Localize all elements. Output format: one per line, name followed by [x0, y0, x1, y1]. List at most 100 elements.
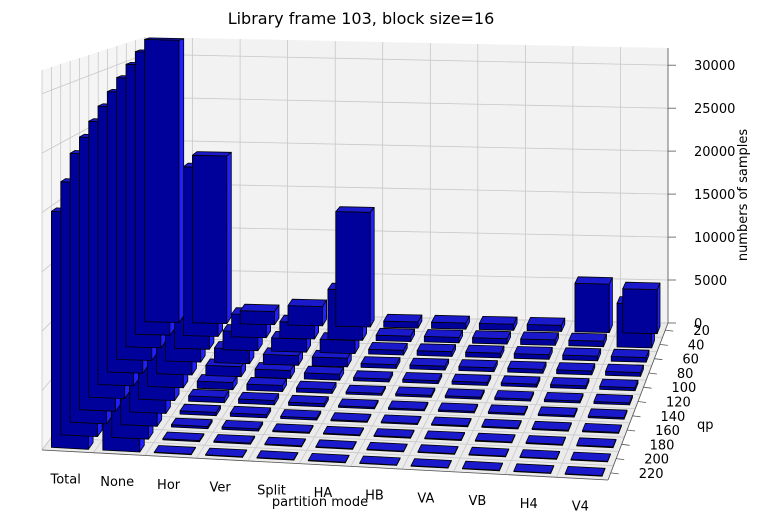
bar [409, 357, 450, 371]
bar [246, 376, 288, 393]
bar-top-face [570, 451, 611, 462]
z-tick-label: 20000 [694, 145, 735, 160]
bar [444, 388, 485, 400]
bar [468, 446, 510, 458]
bar [513, 463, 555, 474]
bar-top-face [487, 404, 528, 414]
bar-top-face [353, 370, 394, 380]
bar-top-face [587, 408, 628, 419]
bar-top-face [481, 418, 522, 429]
bar [474, 432, 516, 444]
bar-top-face [576, 437, 617, 448]
bar-side-face [608, 277, 613, 334]
bar [431, 314, 470, 330]
bar-top-face [368, 341, 408, 351]
bar-top-face [461, 460, 504, 471]
bar [373, 428, 415, 439]
bar-top-face [599, 378, 639, 389]
x-tick-label: VB [468, 494, 486, 509]
z-gridline-side [41, 53, 146, 95]
y-tick-mark [648, 372, 657, 375]
bar-front-face [271, 337, 307, 353]
bar-top-face [295, 380, 337, 390]
y-tick-mark [627, 429, 636, 432]
bar-side-face [226, 151, 232, 325]
bar-front-face [311, 356, 348, 368]
bar [287, 298, 328, 327]
bar [570, 451, 611, 463]
bar [238, 391, 280, 406]
bar [179, 403, 221, 417]
bar [337, 398, 379, 410]
bar [353, 370, 394, 383]
bar-top-face [416, 343, 457, 353]
bar-front-face [262, 353, 299, 366]
z-axis-label: numbers of samples [736, 129, 751, 262]
bar [574, 276, 613, 334]
z-gridline-back [144, 182, 669, 195]
bar-top-face [556, 362, 596, 372]
bar-top-face [513, 463, 555, 474]
z-tick-label: 25000 [694, 102, 735, 117]
y-gridline-floor [51, 437, 614, 467]
bar [383, 313, 423, 329]
bar-top-face [288, 394, 329, 405]
bar-front-face [205, 364, 242, 378]
bar-top-face [519, 449, 561, 460]
y-tick-mark [643, 386, 652, 389]
bar [170, 417, 213, 430]
x-gridline-floor [350, 317, 431, 467]
bar-top-face [229, 405, 272, 416]
bar-top-face [605, 363, 644, 374]
bar [519, 449, 561, 460]
bar [507, 360, 547, 374]
bar [221, 419, 264, 432]
bar [451, 373, 492, 386]
y-tick-mark [632, 415, 641, 418]
z-tick-label: 5000 [694, 274, 727, 289]
x-axis-label: partition mode [272, 495, 368, 510]
bar-front-face [319, 338, 356, 355]
bar-top-face [574, 276, 613, 285]
bar [526, 316, 566, 332]
bar-top-face [205, 447, 248, 458]
bar-top-face [366, 441, 408, 452]
bar-top-face [409, 357, 450, 367]
bar [568, 332, 607, 348]
bar [610, 348, 650, 363]
x-gridline-floor [401, 318, 479, 470]
bar [520, 331, 559, 346]
bar [587, 408, 628, 420]
bar-top-face [395, 386, 436, 396]
bars-group [51, 37, 661, 477]
bar [622, 281, 661, 335]
bar-top-face [287, 298, 328, 307]
bar [525, 435, 566, 446]
bar [366, 441, 408, 453]
bar [229, 405, 272, 419]
bar-top-face [373, 428, 415, 438]
bar-top-face [472, 330, 512, 340]
bar [513, 346, 553, 360]
bar-top-face [417, 444, 459, 455]
bar [387, 400, 429, 412]
y-tick-label: 180 [650, 438, 675, 453]
x-gridline-floor [453, 319, 526, 472]
bar [550, 377, 590, 390]
bar [375, 327, 416, 343]
bar-top-face [431, 314, 470, 324]
bar-top-face [315, 439, 357, 450]
bar [335, 206, 375, 328]
z-gridline-back [144, 139, 669, 152]
back-pane [145, 37, 668, 323]
bar-top-face [188, 388, 230, 398]
y-gridline-floor [79, 399, 630, 424]
bar [437, 402, 479, 414]
bar-top-face [431, 416, 472, 427]
bar-top-face [458, 359, 498, 369]
z-tick-label: 30000 [694, 59, 735, 74]
bar [487, 404, 528, 416]
y-tick-label: 220 [639, 467, 664, 482]
y-gridline-floor [70, 412, 625, 438]
bar-front-face [144, 39, 180, 323]
